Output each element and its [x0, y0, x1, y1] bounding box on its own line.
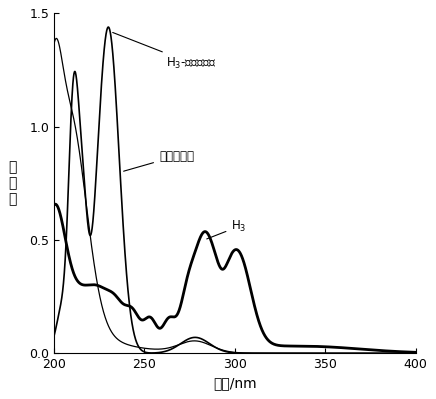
Y-axis label: 吸
收
值: 吸 收 值: [8, 160, 17, 207]
Text: 牛血清蛋白: 牛血清蛋白: [124, 150, 194, 171]
Text: H$_3$-牛血清蛋白: H$_3$-牛血清蛋白: [112, 32, 217, 71]
Text: H$_3$: H$_3$: [207, 219, 247, 239]
X-axis label: 波长/nm: 波长/nm: [213, 377, 257, 391]
